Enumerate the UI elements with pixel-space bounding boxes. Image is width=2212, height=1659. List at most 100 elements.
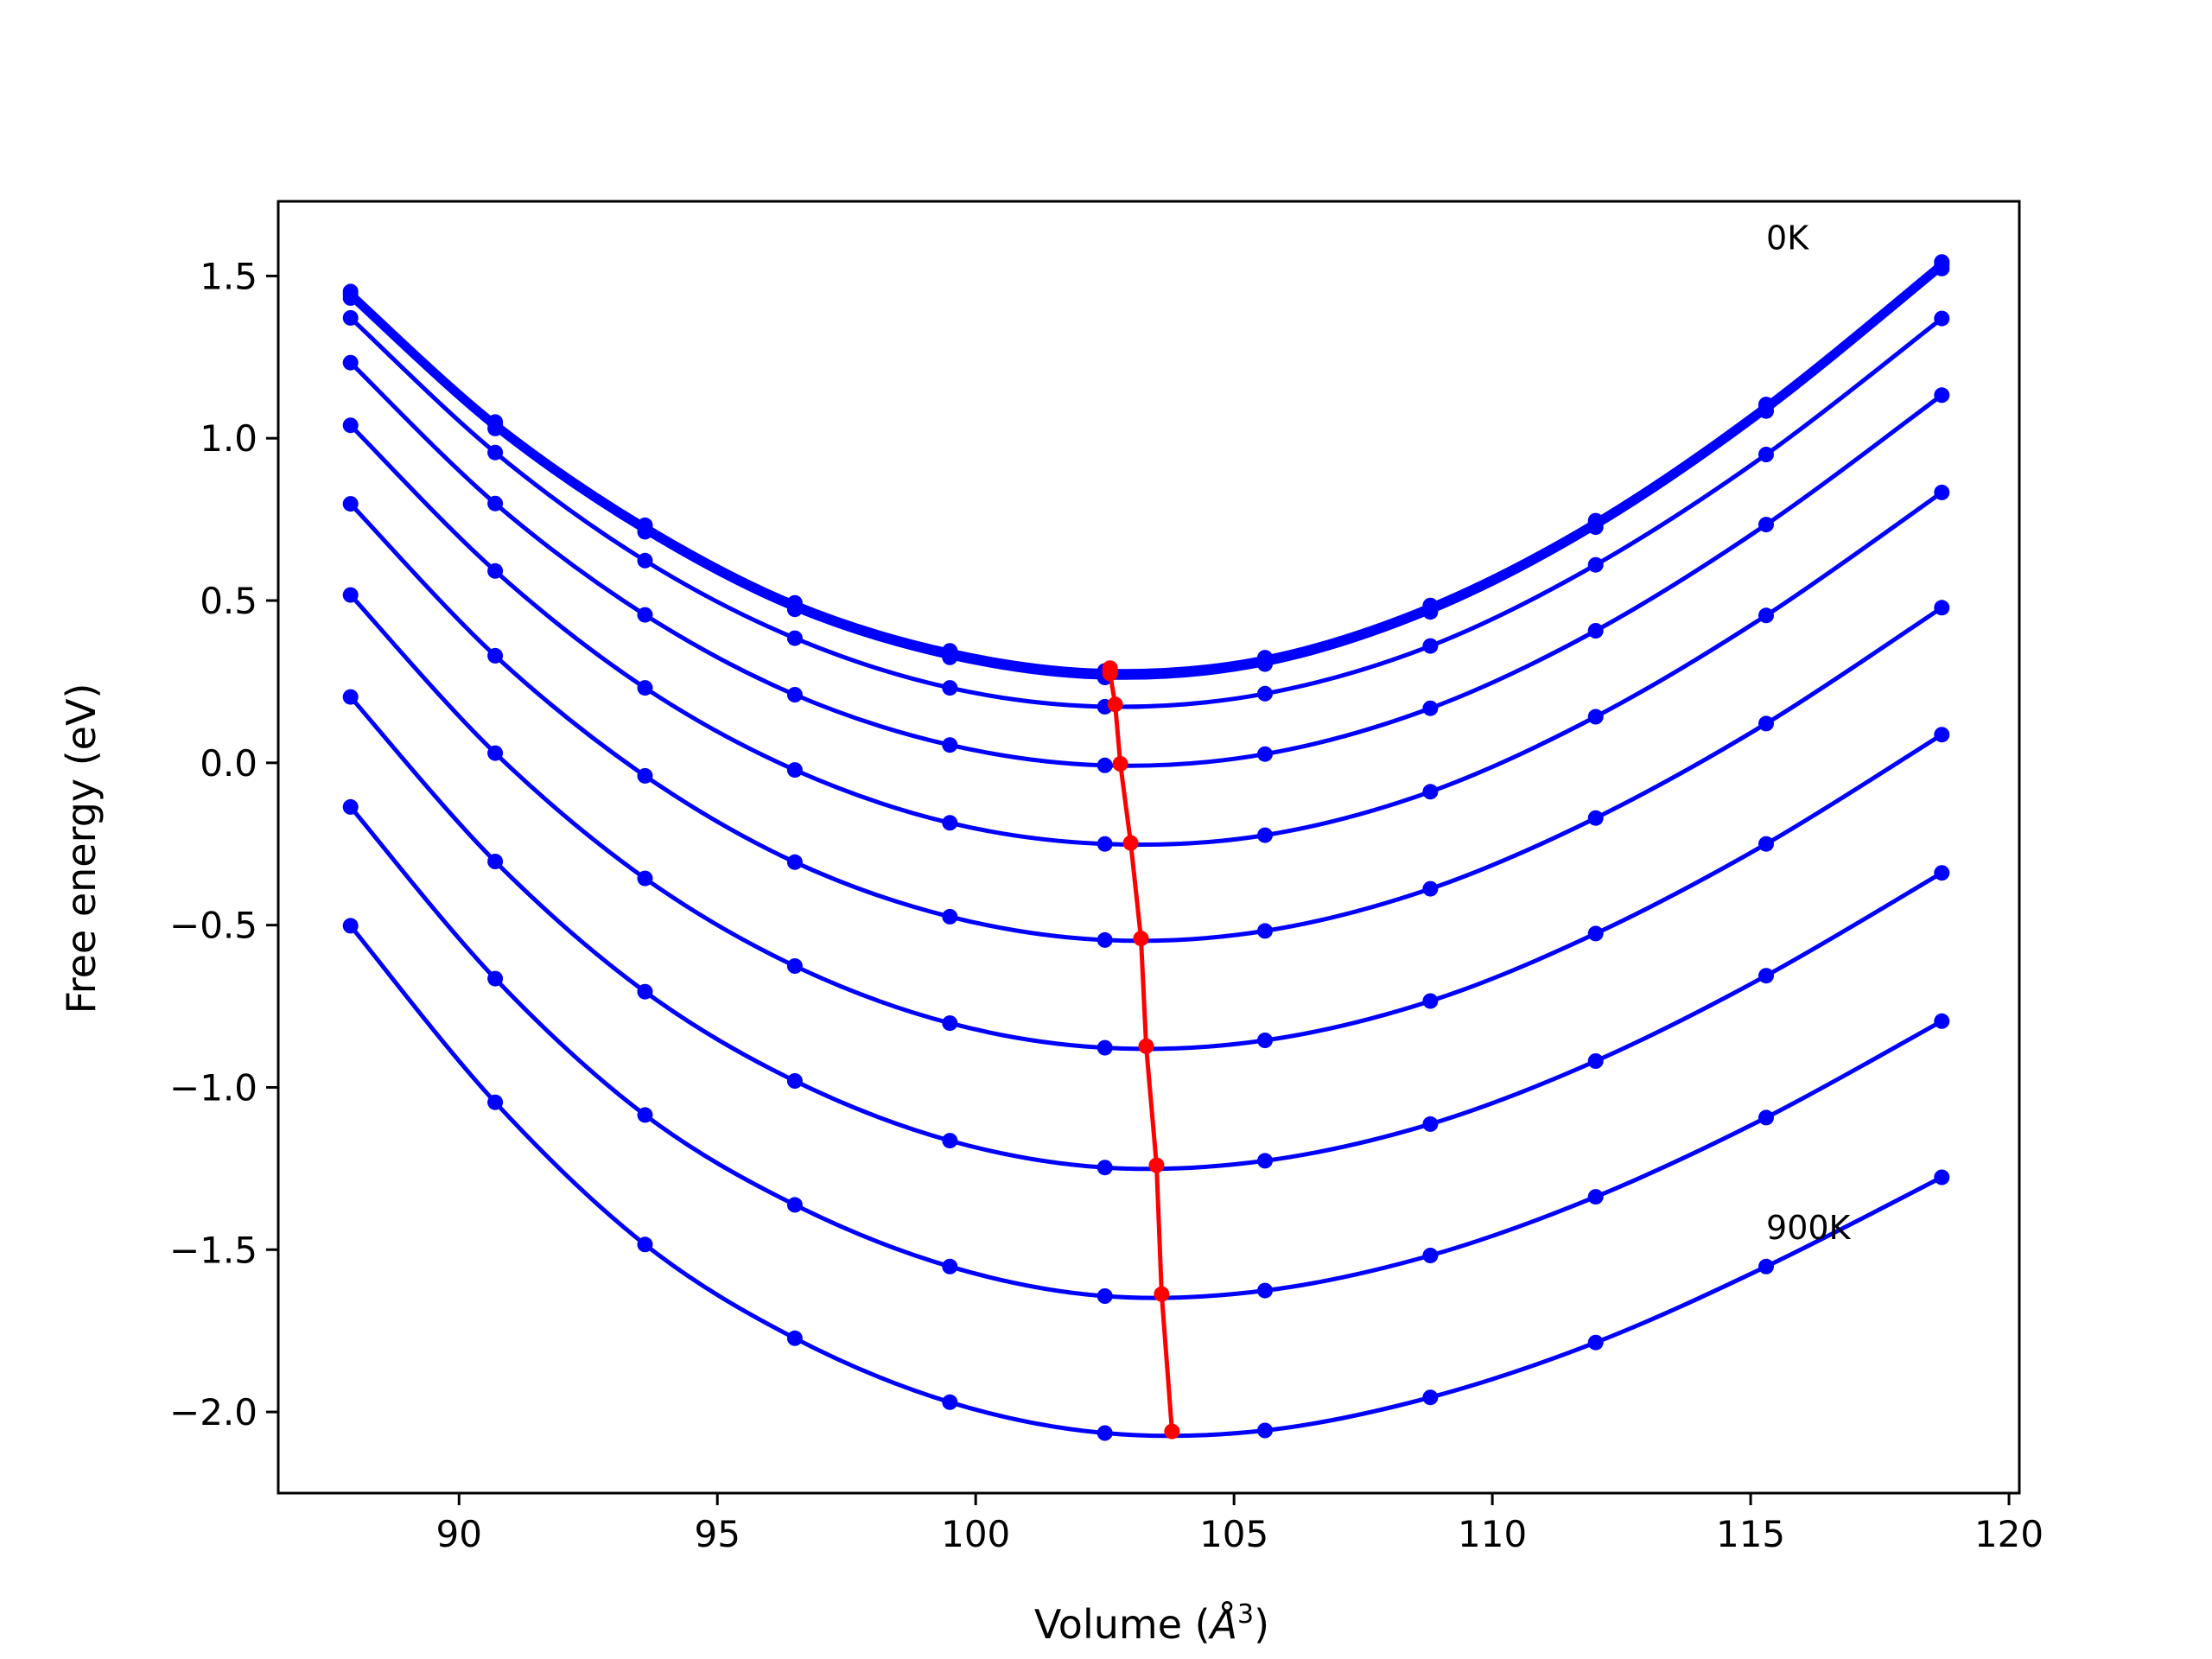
data-point-200K-2 <box>637 524 653 540</box>
data-point-500K-3 <box>786 762 803 779</box>
data-point-800K-9 <box>1758 968 1774 984</box>
data-point-700K-3 <box>786 958 803 974</box>
minimum-point-500K <box>1122 835 1139 851</box>
data-point-800K-0 <box>342 689 359 705</box>
data-point-900K-6 <box>1257 1422 1273 1439</box>
data-point-400K-2 <box>637 607 653 623</box>
data-point-500K-0 <box>342 417 359 434</box>
data-point-700K-5 <box>1096 1039 1113 1056</box>
x-tick-label-90: 90 <box>436 1513 482 1555</box>
data-point-400K-1 <box>487 495 504 512</box>
data-point-850K-7 <box>1422 1248 1439 1263</box>
data-point-200K-8 <box>1587 519 1604 536</box>
minimum-line <box>1102 660 1180 1440</box>
data-point-850K-9 <box>1758 1109 1774 1126</box>
data-point-400K-9 <box>1758 517 1774 533</box>
data-point-300K-1 <box>487 444 504 461</box>
data-point-600K-5 <box>1096 931 1113 948</box>
data-point-400K-6 <box>1257 746 1273 762</box>
data-point-700K-2 <box>637 870 653 887</box>
data-point-800K-7 <box>1422 1116 1439 1132</box>
data-point-300K-3 <box>786 630 803 646</box>
data-point-900K-10 <box>1934 1169 1950 1185</box>
y-tick-label-3: 0.0 <box>200 742 257 785</box>
data-point-200K-7 <box>1422 604 1439 620</box>
data-point-200K-0 <box>342 289 359 306</box>
y-axis-label: Free energy (eV) <box>58 683 105 1014</box>
data-point-300K-9 <box>1758 447 1774 462</box>
data-point-850K-0 <box>342 798 359 815</box>
data-point-300K-6 <box>1257 685 1273 702</box>
data-point-850K-10 <box>1934 1013 1950 1029</box>
data-point-300K-10 <box>1934 310 1950 327</box>
data-point-600K-3 <box>786 854 803 870</box>
data-point-600K-6 <box>1257 923 1273 939</box>
data-point-600K-0 <box>342 496 359 512</box>
data-point-850K-3 <box>786 1197 803 1213</box>
data-point-300K-0 <box>342 309 359 326</box>
data-point-300K-8 <box>1587 556 1604 573</box>
data-point-850K-6 <box>1257 1282 1273 1299</box>
x-tick-label-110: 110 <box>1458 1513 1527 1555</box>
data-point-700K-0 <box>342 587 359 603</box>
data-point-800K-4 <box>942 1133 958 1149</box>
x-tick-label-105: 105 <box>1199 1513 1268 1555</box>
data-point-600K-10 <box>1934 600 1950 616</box>
data-point-800K-6 <box>1257 1153 1273 1169</box>
data-point-400K-8 <box>1587 623 1604 639</box>
data-point-850K-8 <box>1587 1189 1604 1205</box>
x-tick-label-100: 100 <box>941 1513 1010 1555</box>
data-point-600K-4 <box>942 908 958 925</box>
minimum-point-400K <box>1112 756 1128 772</box>
data-point-400K-4 <box>942 737 958 753</box>
minimum-point-700K <box>1138 1038 1154 1054</box>
data-point-700K-7 <box>1422 993 1439 1009</box>
data-point-200K-1 <box>487 420 504 436</box>
x-tick-label-115: 115 <box>1716 1513 1785 1555</box>
x-axis-ticks: 90 95 100 105 110 115 120 <box>436 1493 2044 1555</box>
plot-frame <box>276 200 2021 1495</box>
data-point-200K-6 <box>1257 656 1273 672</box>
data-point-500K-7 <box>1422 784 1439 800</box>
minimum-point-850K <box>1154 1286 1170 1302</box>
data-point-900K-4 <box>942 1394 958 1410</box>
data-point-800K-2 <box>637 983 653 1000</box>
data-point-500K-2 <box>637 680 653 696</box>
data-point-700K-6 <box>1257 1033 1273 1048</box>
data-point-600K-2 <box>637 767 653 784</box>
annotations: 0K 900K <box>1766 219 1852 1247</box>
data-point-500K-6 <box>1257 827 1273 843</box>
data-point-200K-3 <box>786 601 803 618</box>
data-point-900K-2 <box>637 1236 653 1253</box>
minimum-point-200K <box>1102 665 1118 682</box>
x-tick-label-95: 95 <box>695 1513 741 1555</box>
data-point-500K-8 <box>1587 709 1604 725</box>
y-tick-label-5: −1.0 <box>169 1066 257 1109</box>
data-point-900K-3 <box>786 1330 803 1346</box>
data-point-600K-1 <box>487 647 504 664</box>
data-point-400K-7 <box>1422 700 1439 716</box>
data-point-900K-1 <box>487 1094 504 1110</box>
data-point-700K-4 <box>942 1015 958 1032</box>
data-point-300K-2 <box>637 552 653 569</box>
data-point-800K-5 <box>1096 1160 1113 1176</box>
data-point-300K-4 <box>942 680 958 696</box>
y-tick-label-4: −0.5 <box>169 905 257 947</box>
data-point-600K-9 <box>1758 715 1774 732</box>
minimum-point-300K <box>1107 696 1123 713</box>
data-point-700K-8 <box>1587 925 1604 942</box>
data-point-500K-5 <box>1096 836 1113 852</box>
data-point-600K-7 <box>1422 880 1439 897</box>
data-point-400K-5 <box>1096 757 1113 773</box>
x-axis-label: Volume (Å3) <box>1034 1599 1269 1648</box>
y-tick-label-7: −2.0 <box>169 1391 257 1433</box>
minimum-point-600K <box>1133 931 1149 947</box>
data-point-600K-8 <box>1587 810 1604 826</box>
minimum-point-900K <box>1164 1423 1180 1440</box>
data-point-800K-1 <box>487 854 504 869</box>
data-point-400K-10 <box>1934 387 1950 404</box>
data-point-700K-10 <box>1934 727 1950 743</box>
data-point-900K-7 <box>1422 1389 1439 1406</box>
